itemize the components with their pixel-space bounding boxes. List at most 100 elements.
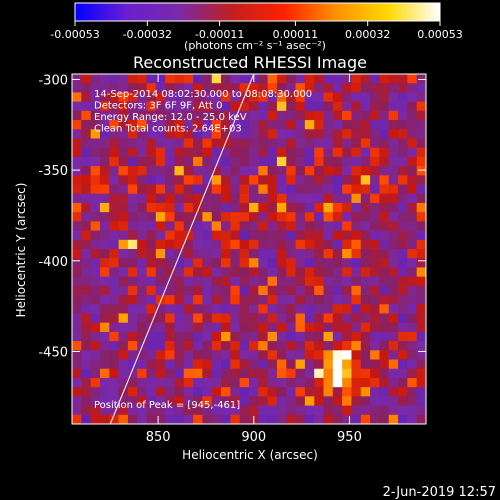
heatmap-cell <box>407 331 418 342</box>
heatmap-cell <box>351 120 362 130</box>
heatmap-cell <box>193 405 203 416</box>
heatmap-cell <box>146 184 157 195</box>
heatmap-cell <box>379 92 390 103</box>
heatmap-cell <box>258 202 269 213</box>
heatmap-cell <box>81 322 92 333</box>
heatmap-cell <box>286 304 297 314</box>
heatmap-cell <box>388 396 399 407</box>
heatmap-cell <box>323 110 334 121</box>
heatmap-cell <box>109 156 120 167</box>
heatmap-cell <box>202 313 213 324</box>
heatmap-cell <box>72 249 82 259</box>
heatmap-cell <box>416 249 426 259</box>
heatmap-cell <box>165 230 175 241</box>
heatmap-cell <box>416 83 426 93</box>
heatmap-cell <box>249 341 259 351</box>
heatmap-cell <box>388 285 399 296</box>
heatmap-cell <box>360 92 371 103</box>
heatmap-cell <box>267 166 278 176</box>
heatmap-cell <box>360 101 371 112</box>
heatmap-cell <box>407 129 418 139</box>
heatmap-cell <box>137 221 148 232</box>
heatmap-cell <box>99 138 110 149</box>
heatmap-cell <box>81 331 92 342</box>
heatmap-cell <box>99 304 110 314</box>
heatmap-cell <box>174 414 185 424</box>
heatmap-cell <box>165 193 175 204</box>
heatmap-cell <box>99 267 110 278</box>
heatmap-cell <box>323 138 334 149</box>
heatmap-cell <box>118 276 129 287</box>
heatmap-cell <box>370 267 380 278</box>
heatmap-cell <box>221 350 231 361</box>
heatmap-cell <box>230 212 241 222</box>
heatmap-cell <box>416 193 426 204</box>
heatmap-cell <box>407 101 418 112</box>
heatmap-cell <box>90 295 101 305</box>
heatmap-cell <box>249 322 259 333</box>
heatmap-cell <box>351 230 362 241</box>
heatmap-cell <box>183 212 194 222</box>
heatmap-cell <box>90 331 101 342</box>
heatmap-cell <box>267 83 278 93</box>
heatmap-cell <box>165 184 175 195</box>
axes: 850 900 950 -300 -350 -400 -450 <box>38 73 426 445</box>
heatmap-cell <box>146 267 157 278</box>
heatmap-cell <box>211 202 222 213</box>
heatmap-cell <box>137 350 148 361</box>
heatmap-cell <box>72 74 82 84</box>
heatmap-cell <box>127 110 138 121</box>
heatmap-cell <box>239 166 250 176</box>
heatmap-cell <box>239 258 250 268</box>
heatmap-cell <box>360 249 371 259</box>
heatmap-cell <box>332 249 343 259</box>
heatmap-cell <box>332 83 343 93</box>
heatmap-cell <box>370 331 380 342</box>
heatmap-cell <box>239 147 250 158</box>
heatmap-cell <box>323 175 334 186</box>
heatmap-cell <box>146 138 157 149</box>
heatmap-cell <box>90 396 101 407</box>
heatmap-cell <box>165 276 175 287</box>
heatmap-cell <box>183 120 194 130</box>
heatmap-cell <box>398 101 408 112</box>
heatmap-cell <box>174 258 185 268</box>
heatmap-cell <box>323 202 334 213</box>
heatmap-cell <box>99 249 110 259</box>
heatmap-cell <box>295 221 306 232</box>
heatmap-cell <box>258 377 269 388</box>
heatmap-cell <box>388 341 399 351</box>
heatmap-cell <box>360 396 371 407</box>
heatmap-cell <box>127 175 138 186</box>
heatmap-cell <box>295 175 306 186</box>
heatmap-cell <box>174 295 185 305</box>
heatmap-cell <box>155 110 166 121</box>
heatmap-cell <box>193 239 203 250</box>
heatmap-cell <box>258 110 269 121</box>
heatmap-cell <box>174 193 185 204</box>
heatmap-cell <box>211 221 222 232</box>
heatmap-cell <box>286 387 297 397</box>
heatmap-cell <box>230 120 241 130</box>
heatmap-cell <box>267 221 278 232</box>
heatmap-cell <box>370 120 380 130</box>
heatmap-cell <box>211 249 222 259</box>
heatmap-cell <box>155 147 166 158</box>
heatmap-cell <box>118 249 129 259</box>
heatmap-cell <box>351 156 362 167</box>
heatmap-cell <box>314 221 325 232</box>
heatmap-cell <box>174 322 185 333</box>
heatmap-cell <box>165 147 175 158</box>
heatmap-cell <box>407 377 418 388</box>
heatmap-cell <box>398 110 408 121</box>
heatmap-cell <box>211 92 222 103</box>
heatmap-cell <box>202 285 213 296</box>
heatmap-cell <box>155 230 166 241</box>
heatmap-cell <box>239 368 250 379</box>
heatmap-cell <box>99 350 110 361</box>
heatmap-cell <box>379 295 390 305</box>
heatmap-cell <box>379 184 390 195</box>
heatmap-cell <box>81 414 92 424</box>
heatmap-cell <box>398 304 408 314</box>
heatmap-cell <box>276 313 287 324</box>
